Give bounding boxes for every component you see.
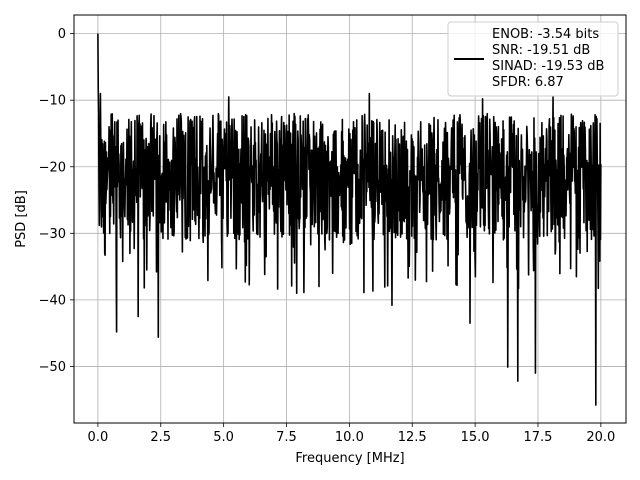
y-tick-label: −30: [39, 227, 66, 242]
x-tick-label: 7.5: [276, 430, 297, 445]
ticks: 0.0 2.5 5.0 7.5 10.0 12.5 15.0 17.5 20.0 0 −10 −20 −…: [39, 27, 616, 445]
y-tick-label: 0: [58, 27, 66, 42]
x-tick-label: 15.0: [461, 430, 490, 445]
x-tick-label: 17.5: [524, 430, 553, 445]
plot-area: [97, 33, 602, 406]
axes-frame: [73, 14, 627, 424]
legend-box: [447, 21, 619, 97]
x-tick-label: 12.5: [398, 430, 427, 445]
x-tick-label: 5.0: [213, 430, 234, 445]
legend-entry-snr: SNR: -19.51 dB: [492, 43, 590, 58]
y-tick-label: −10: [39, 94, 66, 109]
legend-entry-enob: ENOB: -3.54 bits: [492, 27, 599, 42]
x-tick-label: 2.5: [150, 430, 171, 445]
y-axis-label: PSD [dB]: [14, 190, 29, 248]
y-tick-label: −40: [39, 293, 66, 308]
y-tick-label: −20: [39, 160, 66, 175]
x-tick-label: 10.0: [335, 430, 364, 445]
psd-series-line: [97, 33, 602, 406]
x-axis-label: Frequency [MHz]: [295, 451, 404, 466]
legend-entry-sinad: SINAD: -19.53 dB: [492, 59, 604, 74]
legend-entry-sfdr: SFDR: 6.87: [492, 75, 564, 90]
legend: ENOB: -3.54 bits SNR: -19.51 dB SINAD: -…: [447, 21, 619, 97]
x-tick-label: 20.0: [586, 430, 615, 445]
x-tick-label: 0.0: [88, 430, 109, 445]
y-tick-label: −50: [39, 360, 66, 375]
